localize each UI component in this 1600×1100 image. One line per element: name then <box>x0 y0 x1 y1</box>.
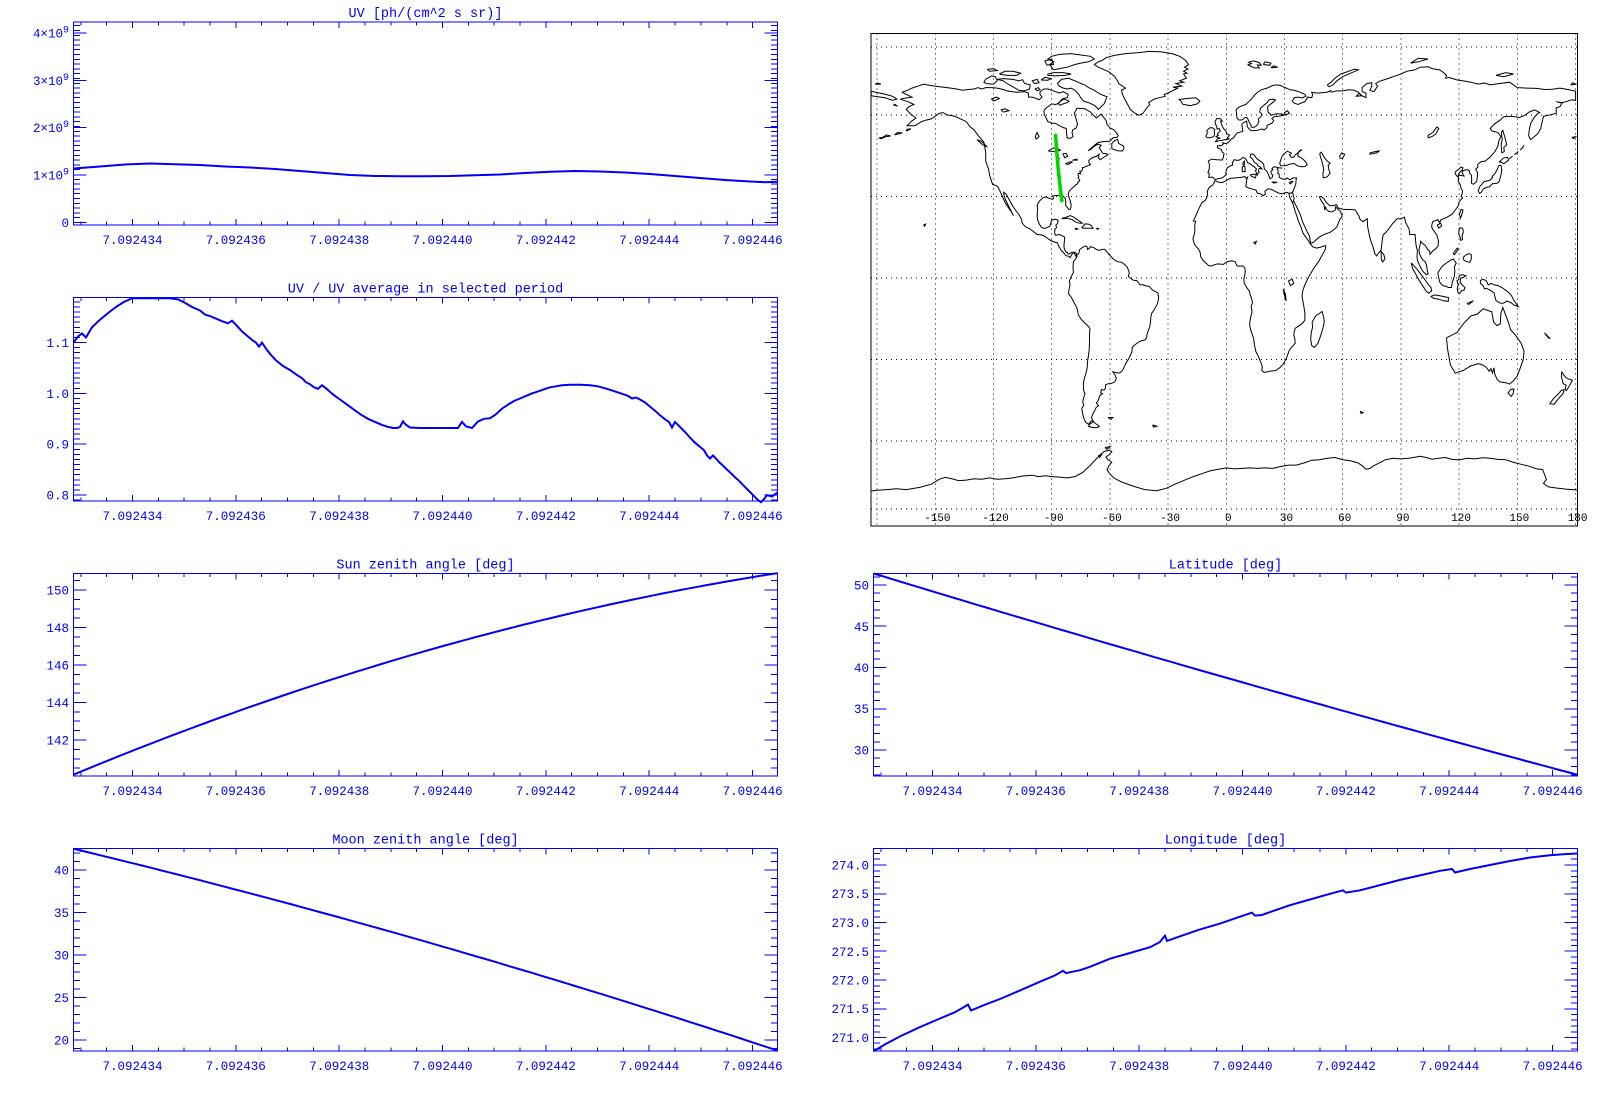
svg-text:7.092436: 7.092436 <box>206 234 266 248</box>
svg-text:7.092444: 7.092444 <box>619 1060 679 1074</box>
svg-text:7.092436: 7.092436 <box>206 1060 266 1074</box>
svg-text:7.092440: 7.092440 <box>1212 785 1272 799</box>
svg-text:272.5: 272.5 <box>831 946 869 960</box>
svg-text:UV / UV average in selected pe: UV / UV average in selected period <box>288 283 563 298</box>
svg-text:7.092438: 7.092438 <box>309 234 369 248</box>
svg-text:7.092434: 7.092434 <box>902 1060 962 1074</box>
svg-text:7.092444: 7.092444 <box>1419 785 1479 799</box>
svg-text:7.092440: 7.092440 <box>412 1060 472 1074</box>
svg-text:35: 35 <box>54 907 69 921</box>
svg-text:-60: -60 <box>1102 513 1122 525</box>
svg-text:0: 0 <box>1225 513 1232 525</box>
svg-text:7.092434: 7.092434 <box>902 785 962 799</box>
svg-text:7.092442: 7.092442 <box>1316 785 1376 799</box>
svg-text:90: 90 <box>1396 513 1409 525</box>
svg-text:UV [ph/(cm^2 s sr)]: UV [ph/(cm^2 s sr)] <box>349 7 503 22</box>
svg-text:1×109: 1×109 <box>33 168 69 184</box>
svg-text:7.092440: 7.092440 <box>1212 1060 1272 1074</box>
svg-text:7.092442: 7.092442 <box>516 785 576 799</box>
svg-text:0: 0 <box>61 217 69 231</box>
svg-text:30: 30 <box>1280 513 1293 525</box>
svg-text:1.1: 1.1 <box>46 337 69 351</box>
svg-text:272.0: 272.0 <box>831 975 869 989</box>
svg-text:7.092438: 7.092438 <box>309 1060 369 1074</box>
svg-text:120: 120 <box>1451 513 1471 525</box>
svg-text:7.092436: 7.092436 <box>1006 1060 1066 1074</box>
svg-text:7.092446: 7.092446 <box>723 1060 783 1074</box>
svg-text:7.092442: 7.092442 <box>1316 1060 1376 1074</box>
svg-text:7.092442: 7.092442 <box>516 1060 576 1074</box>
svg-text:273.0: 273.0 <box>831 917 869 931</box>
svg-text:-120: -120 <box>982 513 1008 525</box>
svg-text:-90: -90 <box>1044 513 1064 525</box>
svg-text:7.092438: 7.092438 <box>309 510 369 524</box>
svg-text:142: 142 <box>46 735 69 749</box>
svg-text:2×109: 2×109 <box>33 120 69 136</box>
svg-text:Latitude [deg]: Latitude [deg] <box>1169 559 1282 574</box>
svg-text:7.092442: 7.092442 <box>516 234 576 248</box>
svg-text:Moon zenith angle [deg]: Moon zenith angle [deg] <box>332 834 518 849</box>
svg-text:7.092438: 7.092438 <box>309 785 369 799</box>
svg-text:271.5: 271.5 <box>831 1003 869 1017</box>
svg-text:7.092444: 7.092444 <box>619 785 679 799</box>
svg-text:274.0: 274.0 <box>831 860 869 874</box>
svg-text:150: 150 <box>1509 513 1529 525</box>
svg-text:7.092442: 7.092442 <box>516 510 576 524</box>
svg-text:7.092444: 7.092444 <box>619 510 679 524</box>
svg-text:7.092434: 7.092434 <box>102 785 162 799</box>
svg-text:40: 40 <box>54 865 69 879</box>
svg-text:-150: -150 <box>924 513 950 525</box>
svg-text:7.092438: 7.092438 <box>1109 1060 1169 1074</box>
svg-text:7.092440: 7.092440 <box>412 785 472 799</box>
svg-text:50: 50 <box>854 580 869 594</box>
svg-text:7.092446: 7.092446 <box>723 234 783 248</box>
svg-text:Sun zenith angle [deg]: Sun zenith angle [deg] <box>336 559 514 574</box>
svg-text:45: 45 <box>854 621 869 635</box>
svg-text:7.092436: 7.092436 <box>1006 785 1066 799</box>
svg-text:271.0: 271.0 <box>831 1032 869 1046</box>
svg-text:7.092444: 7.092444 <box>1419 1060 1479 1074</box>
svg-text:146: 146 <box>46 660 69 674</box>
svg-text:7.092446: 7.092446 <box>723 785 783 799</box>
svg-text:-30: -30 <box>1160 513 1180 525</box>
svg-text:148: 148 <box>46 622 69 636</box>
svg-text:20: 20 <box>54 1035 69 1049</box>
svg-text:35: 35 <box>854 703 869 717</box>
svg-text:30: 30 <box>54 950 69 964</box>
svg-text:273.5: 273.5 <box>831 888 869 902</box>
svg-text:144: 144 <box>46 697 69 711</box>
svg-text:1.0: 1.0 <box>46 388 69 402</box>
svg-text:3×109: 3×109 <box>33 73 69 89</box>
svg-text:4×109: 4×109 <box>33 25 69 41</box>
svg-text:25: 25 <box>54 992 69 1006</box>
svg-text:7.092436: 7.092436 <box>206 785 266 799</box>
svg-text:7.092444: 7.092444 <box>619 234 679 248</box>
svg-text:150: 150 <box>46 585 69 599</box>
svg-text:7.092436: 7.092436 <box>206 510 266 524</box>
svg-text:7.092440: 7.092440 <box>412 234 472 248</box>
svg-text:7.092438: 7.092438 <box>1109 785 1169 799</box>
svg-text:7.092434: 7.092434 <box>102 234 162 248</box>
svg-text:7.092434: 7.092434 <box>102 1060 162 1074</box>
svg-text:7.092446: 7.092446 <box>1523 785 1583 799</box>
svg-text:7.092446: 7.092446 <box>723 510 783 524</box>
svg-text:7.092440: 7.092440 <box>412 510 472 524</box>
svg-text:30: 30 <box>854 745 869 759</box>
svg-text:0.8: 0.8 <box>46 490 69 504</box>
svg-text:Longitude [deg]: Longitude [deg] <box>1165 834 1287 849</box>
svg-text:7.092446: 7.092446 <box>1523 1060 1583 1074</box>
svg-text:7.092434: 7.092434 <box>102 510 162 524</box>
svg-text:60: 60 <box>1338 513 1351 525</box>
svg-text:0.9: 0.9 <box>46 439 69 453</box>
svg-text:40: 40 <box>854 662 869 676</box>
